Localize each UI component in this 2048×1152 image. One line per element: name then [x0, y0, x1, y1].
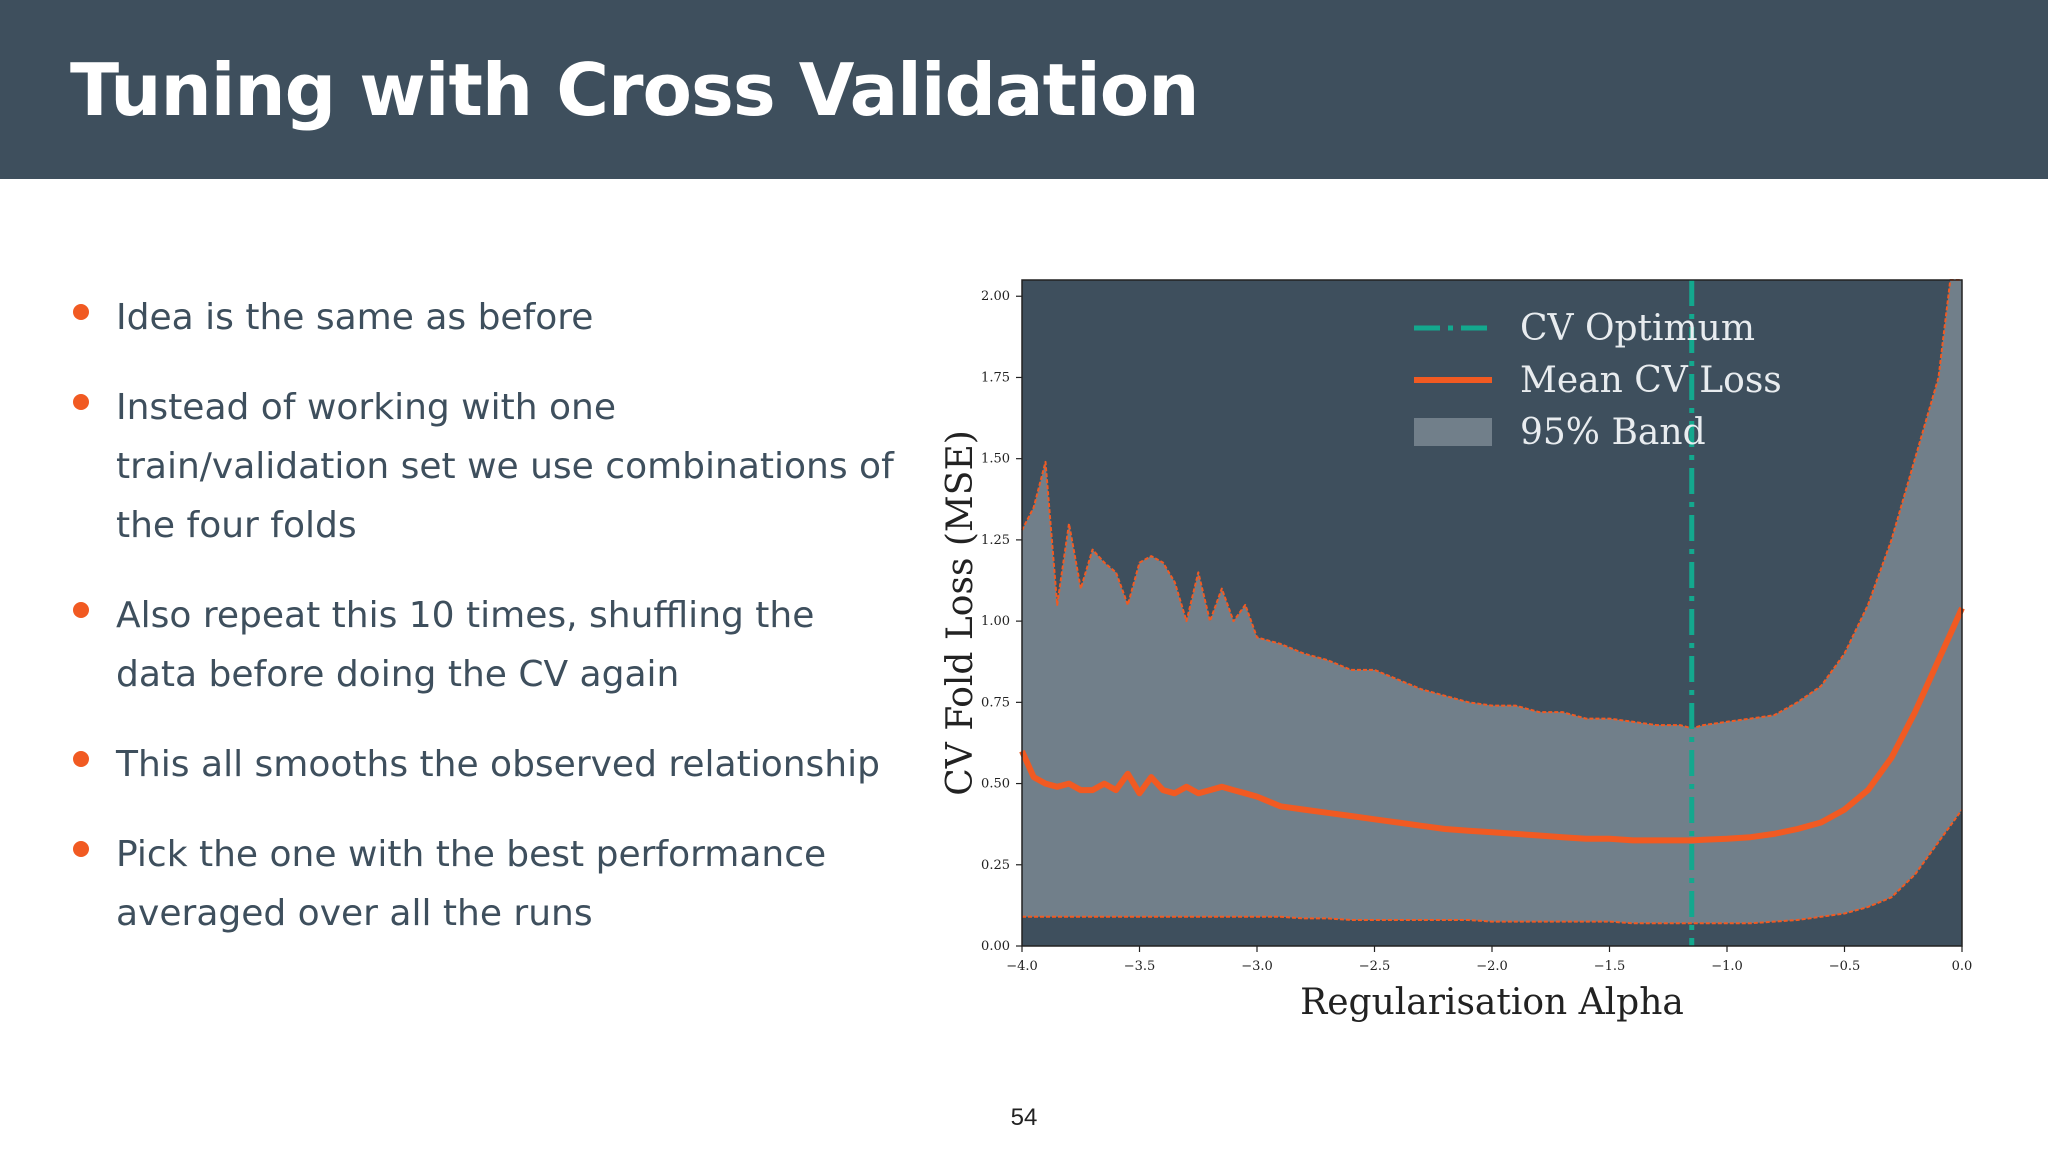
bullet-text: Instead of working with one train/valida…: [116, 387, 894, 546]
bullet-item: Instead of working with one train/valida…: [70, 378, 900, 555]
x-tick-label: −1.5: [1594, 959, 1626, 974]
bullet-dot-icon: [73, 751, 89, 767]
band-area: [1022, 280, 1962, 924]
bullet-text: Idea is the same as before: [116, 297, 594, 338]
x-tick-label: −3.5: [1124, 959, 1156, 974]
y-tick-label: 0.25: [981, 858, 1010, 873]
y-tick-label: 1.75: [981, 370, 1010, 385]
bullet-dot-icon: [73, 304, 89, 320]
y-tick-label: 1.50: [981, 452, 1010, 467]
band-upper-line: [1021, 279, 1962, 730]
bullet-dot-icon: [73, 394, 89, 410]
chart-svg: −4.0 −3.5 −3.0 −2.5 −2.0 −1.5 −1.0 −0.5 0.0 0.00 0…: [940, 279, 1973, 1023]
bullet-dot-icon: [73, 841, 89, 857]
cv-loss-chart: −4.0 −3.5 −3.0 −2.5 −2.0 −1.5 −1.0 −0.5 0.0 0.00 0…: [930, 262, 1990, 1023]
bullet-item: Idea is the same as before: [70, 288, 900, 347]
slide-title: Tuning with Cross Validation: [70, 48, 1199, 132]
bullet-item: This all smooths the observed relationsh…: [70, 735, 900, 794]
x-tick-label: −3.0: [1241, 959, 1273, 974]
x-tick-label: −4.0: [1006, 959, 1038, 974]
bullet-list: Idea is the same as before Instead of wo…: [70, 288, 900, 974]
bullet-item: Pick the one with the best performance a…: [70, 825, 900, 943]
legend-label: 95% Band: [1520, 412, 1706, 453]
x-axis-label: Regularisation Alpha: [1300, 982, 1684, 1022]
y-tick-label: 1.25: [981, 533, 1010, 548]
slide-header: Tuning with Cross Validation: [0, 0, 2048, 179]
page-number: 54: [1010, 1104, 1038, 1131]
legend-band-swatch: [1414, 418, 1492, 446]
x-tick-label: −2.5: [1359, 959, 1391, 974]
y-axis-label: CV Fold Loss (MSE): [940, 430, 981, 796]
y-tick-label: 0.50: [981, 777, 1010, 792]
x-tick-label: −1.0: [1711, 959, 1743, 974]
x-tick-label: −2.0: [1476, 959, 1508, 974]
y-tick-label: 2.00: [981, 289, 1010, 304]
bullet-text: Also repeat this 10 times, shuffling the…: [116, 595, 815, 695]
mean-cv-loss-line: [1019, 606, 1965, 844]
bullet-text: Pick the one with the best performance a…: [116, 834, 827, 934]
y-tick-label: 0.00: [981, 939, 1010, 954]
legend-label: Mean CV Loss: [1520, 360, 1782, 401]
x-tick-label: −0.5: [1829, 959, 1861, 974]
bullet-item: Also repeat this 10 times, shuffling the…: [70, 586, 900, 704]
x-tick-label: 0.0: [1952, 959, 1973, 974]
bullet-text: This all smooths the observed relationsh…: [116, 744, 880, 785]
y-tick-label: 1.00: [981, 614, 1010, 629]
legend-label: CV Optimum: [1520, 308, 1755, 349]
y-tick-label: 0.75: [981, 695, 1010, 710]
bullet-dot-icon: [73, 602, 89, 618]
